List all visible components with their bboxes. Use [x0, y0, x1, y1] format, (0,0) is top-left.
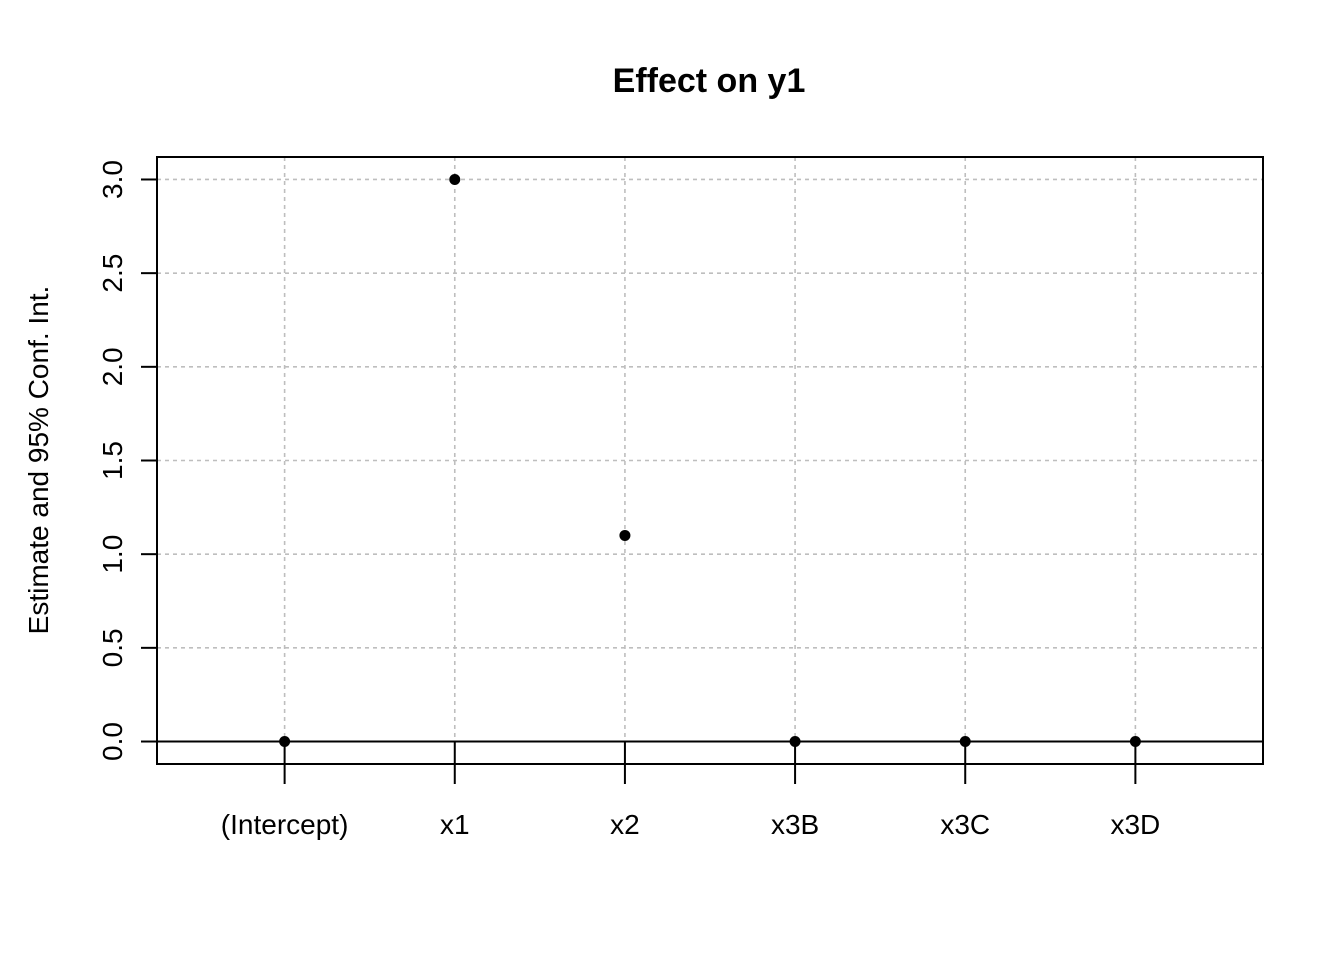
- y-axis-label: Estimate and 95% Conf. Int.: [23, 286, 54, 635]
- x-tick-label: (Intercept): [221, 809, 349, 840]
- y-axis: 0.0 0.5 1.0 1.5 2.0 2.5 3.0: [97, 160, 158, 761]
- y-tick-label: 2.5: [97, 254, 128, 293]
- grid: [157, 157, 1263, 764]
- y-tick-label: 0.0: [97, 722, 128, 761]
- y-tick-label: 1.0: [97, 535, 128, 574]
- x-tick-label: x3C: [940, 809, 990, 840]
- x-tick-label: x3D: [1110, 809, 1160, 840]
- y-tick-label: 1.5: [97, 441, 128, 480]
- data-point-x3d: [1129, 736, 1141, 748]
- chart-title: Effect on y1: [613, 62, 806, 100]
- y-tick-label: 0.5: [97, 628, 128, 667]
- data-point-x1: [449, 173, 461, 185]
- data-point-x3b: [789, 736, 801, 748]
- y-tick-label: 2.0: [97, 347, 128, 386]
- data-point-intercept: [279, 736, 291, 748]
- data-point-x2: [619, 529, 631, 541]
- x-tick-label: x2: [610, 809, 640, 840]
- y-tick-label: 3.0: [97, 160, 128, 199]
- data-point-x3c: [959, 736, 971, 748]
- x-tick-label: x3B: [771, 809, 819, 840]
- data-points: [279, 173, 1141, 748]
- x-tick-label: x1: [440, 809, 470, 840]
- x-axis: (Intercept) x1 x2 x3B x3C x3D: [221, 741, 1160, 840]
